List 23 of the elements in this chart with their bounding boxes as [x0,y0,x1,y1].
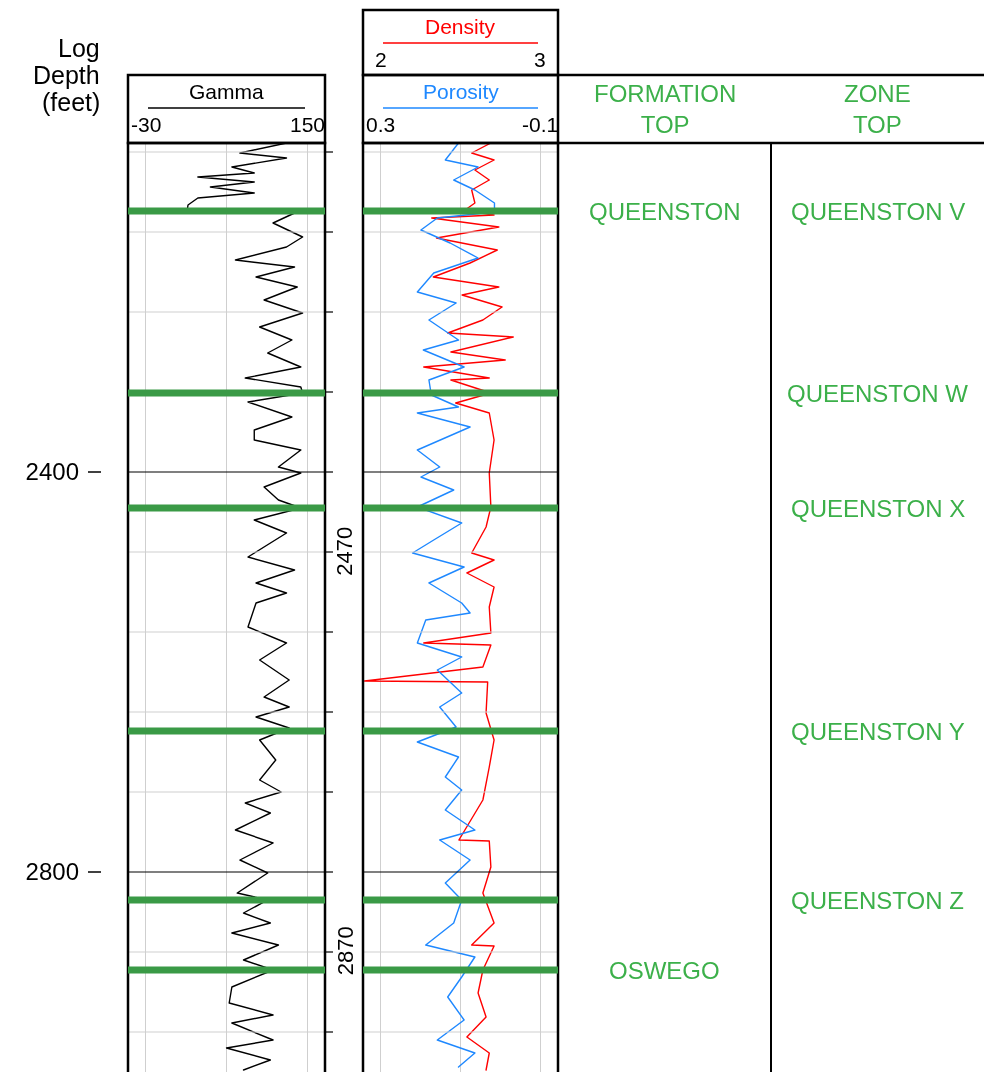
y-axis-title: Log Depth (feet) [33,34,101,116]
x-tick-label: -30 [131,113,162,136]
x-tick-label: 150 [290,113,326,136]
ref-line-label: QUEENSTON Y [791,718,965,745]
text: ZONE TOP [844,80,911,139]
ref-line-label: QUEENSTON [589,198,741,225]
ref-line-label: OSWEGO [609,957,720,984]
text: 2870 [332,926,358,976]
text: FORMATION TOP [594,80,737,139]
text: Gamma [189,80,264,103]
x2-tick-label: -0.1 [522,113,559,136]
ref-line-label: QUEENSTON X [791,495,966,522]
text: Porosity [423,80,500,103]
ref-line-label: QUEENSTON Z [791,887,964,914]
y-tick-label: 2800 [25,858,79,886]
y-tick-label: 2400 [25,458,79,486]
text: 2470 [332,526,358,576]
x-tick-label: 3 [534,48,546,71]
ref-line-label: QUEENSTON V [791,198,966,225]
x2-tick-label: 0.3 [366,113,396,136]
ref-line-label: QUEENSTON W [787,380,969,407]
x-tick-label: 2 [375,48,387,71]
text: Density [425,15,496,38]
